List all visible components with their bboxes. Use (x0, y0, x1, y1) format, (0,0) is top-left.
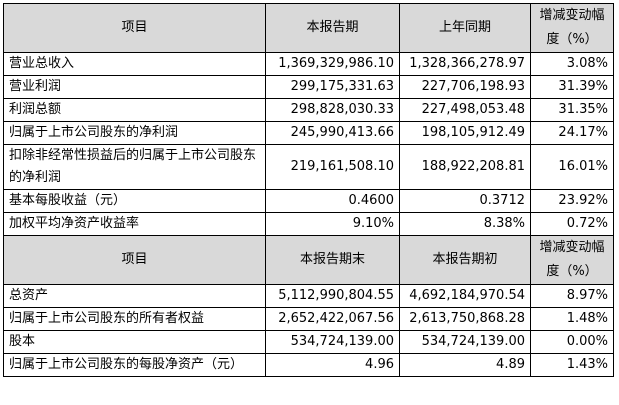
row-label: 归属于上市公司股东的所有者权益 (3, 307, 266, 331)
change-pct: 8.97% (530, 284, 614, 308)
prior-value: 188,922,208.81 (399, 144, 531, 190)
row-label: 总资产 (3, 284, 266, 308)
change-pct: 0.72% (530, 212, 614, 236)
table-row: 归属于上市公司股东的净利润 245,990,413.66 198,105,912… (3, 121, 614, 145)
table-row: 归属于上市公司股东的每股净资产（元） 4.96 4.89 1.43% (3, 353, 614, 377)
financial-summary-table: 项目 本报告期 上年同期 增减变动幅度（%） 营业总收入 1,369,329,9… (3, 3, 614, 377)
change-pct: 1.48% (530, 307, 614, 331)
header-item: 项目 (3, 235, 266, 285)
period-end-value: 5,112,990,804.55 (265, 284, 400, 308)
current-value: 219,161,508.10 (265, 144, 400, 190)
change-pct: 0.00% (530, 330, 614, 354)
current-value: 9.10% (265, 212, 400, 236)
table-row: 总资产 5,112,990,804.55 4,692,184,970.54 8.… (3, 284, 614, 308)
table1-header-row: 项目 本报告期 上年同期 增减变动幅度（%） (3, 3, 614, 53)
table-row: 利润总额 298,828,030.33 227,498,053.48 31.35… (3, 98, 614, 122)
change-pct: 3.08% (530, 52, 614, 76)
change-pct: 31.39% (530, 75, 614, 99)
row-label: 基本每股收益（元） (3, 189, 266, 213)
row-label: 归属于上市公司股东的每股净资产（元） (3, 353, 266, 377)
table-row: 归属于上市公司股东的所有者权益 2,652,422,067.56 2,613,7… (3, 307, 614, 331)
row-label: 股本 (3, 330, 266, 354)
change-pct: 24.17% (530, 121, 614, 145)
header-period-end: 本报告期末 (265, 235, 400, 285)
header-period-start: 本报告期初 (399, 235, 531, 285)
prior-value: 1,328,366,278.97 (399, 52, 531, 76)
period-start-value: 534,724,139.00 (399, 330, 531, 354)
financial-summary-tables: 项目 本报告期 上年同期 增减变动幅度（%） 营业总收入 1,369,329,9… (3, 3, 614, 377)
prior-value: 227,498,053.48 (399, 98, 531, 122)
table2-header-row: 项目 本报告期末 本报告期初 增减变动幅度（%） (3, 235, 614, 285)
table-row: 扣除非经常性损益后的归属于上市公司股东的净利润 219,161,508.10 1… (3, 144, 614, 190)
header-prior-period: 上年同期 (399, 3, 531, 53)
header-current-period: 本报告期 (265, 3, 400, 53)
header-change-pct: 增减变动幅度（%） (530, 235, 614, 285)
change-pct: 16.01% (530, 144, 614, 190)
prior-value: 0.3712 (399, 189, 531, 213)
header-item: 项目 (3, 3, 266, 53)
period-end-value: 2,652,422,067.56 (265, 307, 400, 331)
period-start-value: 4.89 (399, 353, 531, 377)
table-row: 加权平均净资产收益率 9.10% 8.38% 0.72% (3, 212, 614, 236)
row-label: 营业利润 (3, 75, 266, 99)
change-pct: 1.43% (530, 353, 614, 377)
prior-value: 227,706,198.93 (399, 75, 531, 99)
prior-value: 198,105,912.49 (399, 121, 531, 145)
row-label: 利润总额 (3, 98, 266, 122)
header-change-pct: 增减变动幅度（%） (530, 3, 614, 53)
table-row: 营业总收入 1,369,329,986.10 1,328,366,278.97 … (3, 52, 614, 76)
current-value: 0.4600 (265, 189, 400, 213)
period-end-value: 4.96 (265, 353, 400, 377)
table-row: 基本每股收益（元） 0.4600 0.3712 23.92% (3, 189, 614, 213)
row-label: 归属于上市公司股东的净利润 (3, 121, 266, 145)
current-value: 298,828,030.33 (265, 98, 400, 122)
period-start-value: 2,613,750,868.28 (399, 307, 531, 331)
current-value: 1,369,329,986.10 (265, 52, 400, 76)
row-label: 营业总收入 (3, 52, 266, 76)
row-label: 扣除非经常性损益后的归属于上市公司股东的净利润 (3, 144, 266, 190)
prior-value: 8.38% (399, 212, 531, 236)
change-pct: 23.92% (530, 189, 614, 213)
table-row: 营业利润 299,175,331.63 227,706,198.93 31.39… (3, 75, 614, 99)
change-pct: 31.35% (530, 98, 614, 122)
row-label: 加权平均净资产收益率 (3, 212, 266, 236)
table-row: 股本 534,724,139.00 534,724,139.00 0.00% (3, 330, 614, 354)
period-start-value: 4,692,184,970.54 (399, 284, 531, 308)
period-end-value: 534,724,139.00 (265, 330, 400, 354)
current-value: 245,990,413.66 (265, 121, 400, 145)
current-value: 299,175,331.63 (265, 75, 400, 99)
